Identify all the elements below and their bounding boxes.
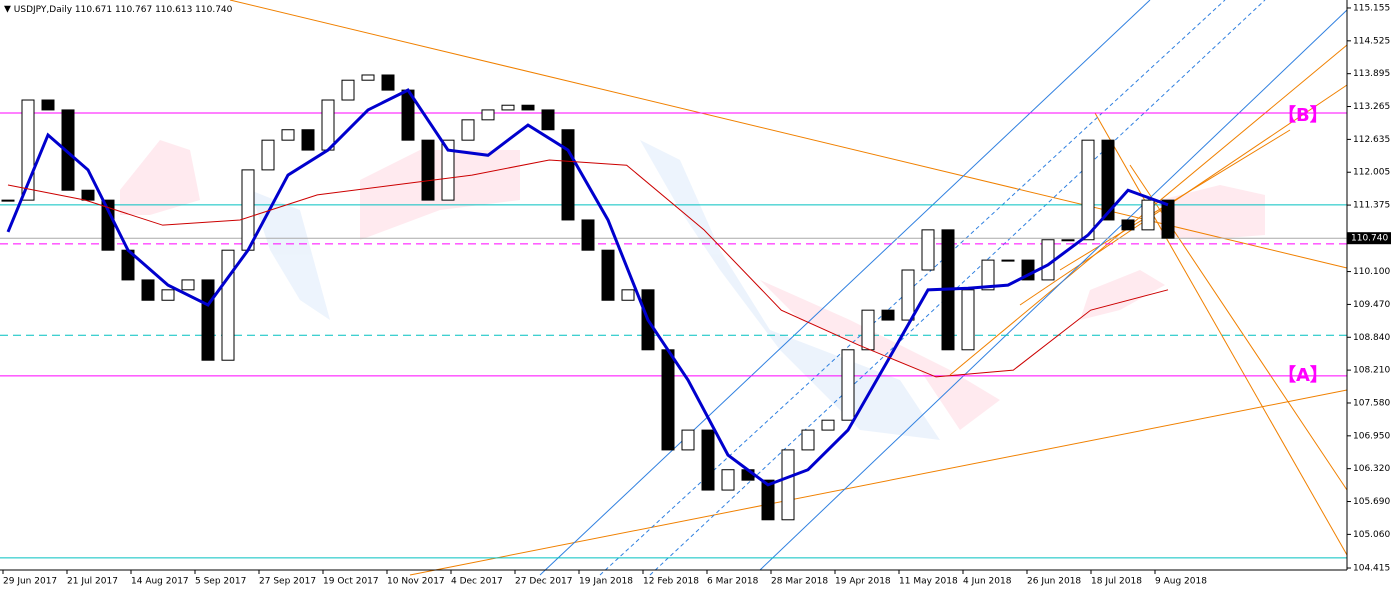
candle xyxy=(261,139,275,171)
plot xyxy=(0,74,1347,559)
candle xyxy=(361,74,375,81)
x-tick-label: 14 Aug 2017 xyxy=(131,577,189,587)
candle xyxy=(501,104,515,111)
moving-average xyxy=(6,88,1169,487)
candle xyxy=(281,129,295,141)
candle xyxy=(41,99,55,111)
x-tick-label: 19 Jan 2018 xyxy=(579,577,633,587)
y-tick-label: 112.005 xyxy=(1353,168,1390,178)
candle xyxy=(761,479,775,521)
candle xyxy=(601,249,615,301)
y-tick-label: 104.415 xyxy=(1353,564,1390,574)
y-tick-label: 113.895 xyxy=(1353,69,1390,79)
candle xyxy=(441,139,455,201)
x-tick-label: 4 Dec 2017 xyxy=(451,577,503,587)
y-tick-label: 106.320 xyxy=(1353,464,1390,474)
candle xyxy=(381,74,395,91)
x-tick-label: 10 Nov 2017 xyxy=(387,577,445,587)
candle xyxy=(921,229,935,271)
x-tick-label: 28 Mar 2018 xyxy=(771,577,828,587)
candle xyxy=(201,279,215,361)
candle xyxy=(721,469,735,491)
ichimoku-cloud xyxy=(120,140,1265,440)
candle xyxy=(841,349,855,421)
candle xyxy=(1121,219,1135,231)
candle xyxy=(861,309,875,351)
candle xyxy=(241,169,255,251)
annotation: 【B】 xyxy=(1278,105,1328,126)
candle xyxy=(561,129,575,221)
candle xyxy=(521,104,535,111)
x-tick-label: 27 Sep 2017 xyxy=(259,577,316,587)
y-tick-label: 105.060 xyxy=(1353,530,1390,540)
y-tick-label: 107.580 xyxy=(1353,398,1390,408)
x-tick-label: 9 Aug 2018 xyxy=(1155,577,1207,587)
candle xyxy=(1001,259,1015,262)
price-label: 110.740 xyxy=(1351,234,1388,244)
candle xyxy=(1081,139,1095,241)
candle xyxy=(621,289,635,301)
x-tick-label: 11 May 2018 xyxy=(899,577,958,587)
candle xyxy=(341,79,355,101)
x-tick-label: 19 Oct 2017 xyxy=(323,577,379,587)
candle xyxy=(1161,199,1175,239)
candle xyxy=(1061,239,1075,242)
candle xyxy=(421,139,435,201)
candle xyxy=(821,419,835,431)
annotation: 【A】 xyxy=(1278,365,1328,386)
x-tick-label: 4 Jun 2018 xyxy=(963,577,1012,587)
candle xyxy=(581,219,595,251)
candle xyxy=(481,109,495,121)
candle xyxy=(181,279,195,291)
candle xyxy=(1141,199,1155,231)
candle xyxy=(461,119,475,141)
candle xyxy=(61,109,75,191)
x-tick-label: 21 Jul 2017 xyxy=(67,577,118,587)
x-tick-label: 6 Mar 2018 xyxy=(707,577,759,587)
candle xyxy=(661,349,675,451)
y-tick-label: 115.155 xyxy=(1353,3,1390,13)
candle xyxy=(1101,139,1115,221)
x-tick-label: 27 Dec 2017 xyxy=(515,577,573,587)
x-tick-label: 5 Sep 2017 xyxy=(195,577,246,587)
y-tick-label: 112.635 xyxy=(1353,135,1390,145)
x-tick-label: 29 Jun 2017 xyxy=(3,577,57,587)
y-tick-label: 111.375 xyxy=(1353,201,1390,211)
y-tick-label: 110.100 xyxy=(1353,267,1390,277)
candle xyxy=(681,429,695,451)
x-tick-label: 26 Jun 2018 xyxy=(1027,577,1081,587)
candle xyxy=(321,99,335,151)
y-tick-label: 109.470 xyxy=(1353,300,1390,310)
y-tick-label: 113.265 xyxy=(1353,102,1390,112)
price-box xyxy=(1347,232,1391,245)
candle xyxy=(801,429,815,451)
moving-average xyxy=(7,159,1169,378)
x-tick-label: 19 Apr 2018 xyxy=(835,577,891,587)
candle xyxy=(541,109,555,131)
candle xyxy=(221,249,235,361)
y-tick-label: 108.840 xyxy=(1353,333,1390,343)
candle xyxy=(881,309,895,321)
y-tick-label: 108.210 xyxy=(1353,366,1390,376)
x-tick-label: 12 Feb 2018 xyxy=(643,577,699,587)
candle xyxy=(781,449,795,521)
symbol: USDJPY,Daily xyxy=(14,5,73,15)
x-tick-label: 18 Jul 2018 xyxy=(1091,577,1142,587)
candle xyxy=(701,429,715,491)
candle xyxy=(141,279,155,301)
candle xyxy=(81,189,95,201)
candle xyxy=(901,269,915,321)
ohlc: 110.671 110.767 110.613 110.740 xyxy=(75,5,233,15)
header-symbol: ▼ USDJPY,Daily 110.671 110.767 110.613 1… xyxy=(4,5,233,15)
candle xyxy=(961,289,975,351)
candle xyxy=(161,289,175,301)
y-tick-label: 105.690 xyxy=(1353,497,1390,507)
y-tick-label: 114.525 xyxy=(1353,36,1390,46)
candle xyxy=(301,129,315,151)
candle xyxy=(981,259,995,291)
candle xyxy=(1,199,15,202)
y-tick-label: 106.950 xyxy=(1353,431,1390,441)
